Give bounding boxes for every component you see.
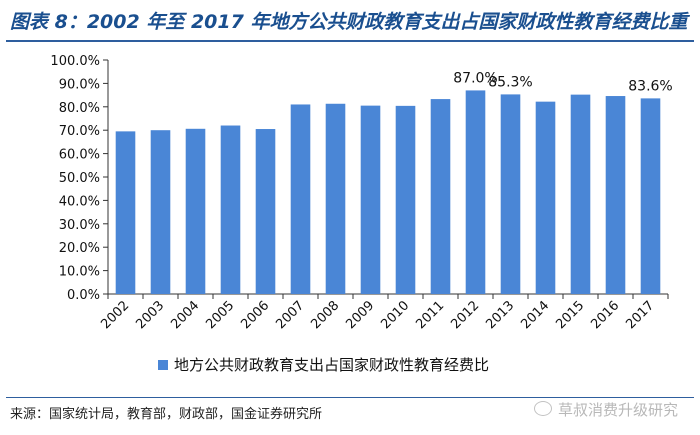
x-tick-label: 2015 (553, 298, 587, 332)
watermark-text: 草叔消费升级研究 (557, 401, 678, 419)
title-divider (6, 40, 694, 42)
bar-2008 (325, 103, 346, 295)
x-tick-label: 2014 (518, 298, 552, 332)
x-tick-label: 2005 (203, 298, 237, 332)
y-tick-label: 100.0% (50, 54, 100, 69)
y-tick-label: 20.0% (59, 241, 100, 256)
y-tick-label: 50.0% (59, 171, 100, 186)
y-tick-label: 60.0% (59, 148, 100, 163)
bar-2011 (430, 99, 451, 294)
x-tick-label: 2011 (413, 298, 447, 332)
x-tick-label: 2012 (448, 298, 482, 332)
y-tick-label: 80.0% (59, 101, 100, 116)
y-tick-label: 90.0% (59, 77, 100, 92)
bar-2006 (255, 129, 276, 294)
x-tick-label: 2009 (343, 298, 377, 332)
y-tick-label: 10.0% (59, 265, 100, 280)
bar-2014 (535, 101, 556, 294)
wechat-icon (533, 401, 552, 416)
bar-2013 (500, 94, 521, 294)
x-tick-label: 2007 (273, 298, 307, 332)
x-tick-label: 2002 (98, 298, 132, 332)
bar-2004 (185, 128, 206, 294)
data-label-2017: 83.6% (628, 78, 672, 94)
footer-divider (6, 397, 694, 398)
bar-2002 (115, 131, 136, 294)
bar-2010 (395, 105, 416, 294)
x-axis-ticks: 2002 2003 2004 2005 2006 2007 2008 2009 2010 2011… (98, 294, 669, 332)
legend: 地方公共财政教育支出占国家财政性教育经费比 (158, 356, 489, 374)
watermark: 草叔消费升级研究 (533, 399, 678, 420)
y-tick-label: 30.0% (59, 218, 100, 233)
bar-2005 (220, 125, 241, 295)
legend-swatch (158, 360, 168, 370)
bar-2012 (465, 90, 486, 294)
page-title: 图表 8：2002 年至 2017 年地方公共财政教育支出占国家财政性教育经费比… (10, 11, 688, 33)
y-tick-label: 0.0% (67, 288, 100, 303)
bars (115, 90, 661, 295)
x-tick-label: 2013 (483, 298, 517, 332)
bar-2009 (360, 105, 381, 294)
x-tick-label: 2017 (623, 298, 657, 332)
y-tick-label: 70.0% (59, 124, 100, 139)
y-axis-ticks: 0.0% 10.0% 20.0% 30.0% 40.0% 50.0% 60.0% 70.0% 8… (50, 54, 108, 303)
data-label-2013: 85.3% (488, 74, 532, 90)
x-tick-label: 2006 (238, 298, 272, 332)
source-note: 来源：国家统计局，教育部，财政部，国金证券研究所 (10, 407, 323, 422)
bar-2003 (150, 130, 171, 294)
y-tick-label: 40.0% (59, 194, 100, 209)
data-label-2012: 87.0% (453, 70, 497, 86)
bar-2017 (640, 98, 661, 294)
data-labels: 87.0%85.3% 83.6% (453, 70, 672, 94)
x-tick-label: 2010 (378, 298, 412, 332)
x-tick-label: 2003 (133, 298, 167, 332)
legend-label: 地方公共财政教育支出占国家财政性教育经费比 (174, 356, 489, 374)
x-tick-label: 2004 (168, 298, 202, 332)
x-tick-label: 2008 (308, 298, 342, 332)
bar-2016 (605, 96, 626, 294)
bar-2007 (290, 104, 311, 295)
bar-2015 (570, 94, 591, 294)
x-tick-label: 2016 (588, 298, 622, 332)
